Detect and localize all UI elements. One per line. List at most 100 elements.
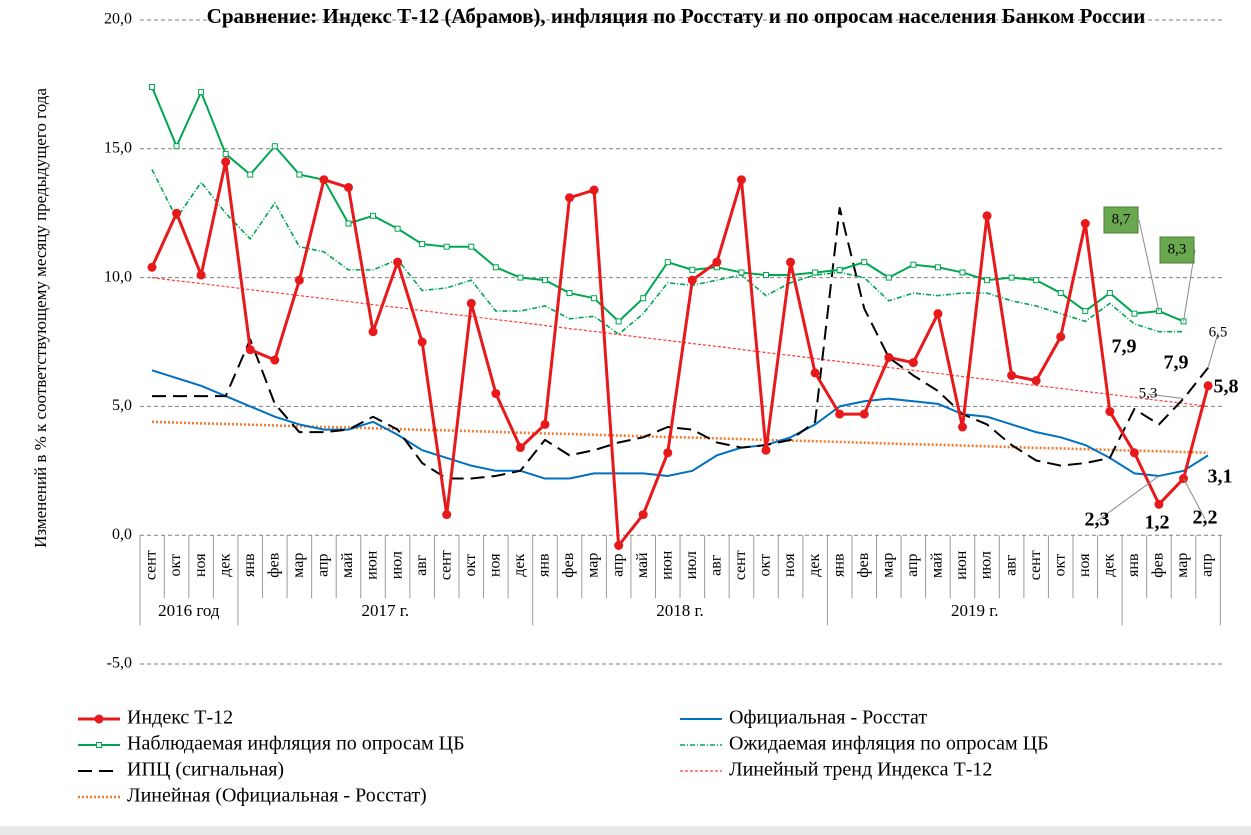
point xyxy=(319,175,329,185)
data-label: 8,3 xyxy=(1168,241,1187,257)
x-tick-label: май xyxy=(634,552,651,578)
x-tick-label: окт xyxy=(757,554,774,577)
legend-label: ИПЦ (сигнальная) xyxy=(127,759,284,781)
point xyxy=(517,274,524,281)
x-tick-label: июн xyxy=(364,550,381,580)
x-tick-label: июн xyxy=(658,550,675,580)
y-axis-title: Изменений в % к соответствующему месяцу … xyxy=(31,88,50,548)
x-tick-label: янв xyxy=(241,553,258,577)
point xyxy=(663,448,673,458)
data-label: 2,3 xyxy=(1085,509,1110,531)
point xyxy=(565,193,575,203)
data-label: 2,2 xyxy=(1193,507,1218,529)
x-tick-label: мар xyxy=(1174,553,1191,578)
point xyxy=(885,274,892,281)
point xyxy=(394,225,401,232)
point xyxy=(736,175,746,185)
x-tick-label: ноя xyxy=(781,553,798,577)
point xyxy=(1131,310,1138,317)
point xyxy=(370,212,377,219)
group-label: 2018 г. xyxy=(656,601,704,620)
point xyxy=(149,83,155,90)
x-tick-label: ноя xyxy=(487,553,504,577)
y-tick-label: 5,0 xyxy=(112,397,132,414)
x-tick-label: апр xyxy=(1199,553,1216,576)
x-tick-label: сент xyxy=(1027,550,1044,580)
point xyxy=(271,143,278,150)
legend-marker xyxy=(96,742,102,748)
legend-label: Линейный тренд Индекса Т-12 xyxy=(729,759,992,781)
data-label: 1,2 xyxy=(1145,512,1170,534)
legend-label: Наблюдаемая инфляция по опросам ЦБ xyxy=(127,733,465,755)
point xyxy=(908,358,918,368)
x-tick-label: янв xyxy=(536,553,553,577)
point xyxy=(761,445,771,455)
legend-label: Линейная (Официальная - Росстат) xyxy=(127,785,427,807)
point xyxy=(763,272,769,279)
point xyxy=(835,409,845,419)
point xyxy=(147,262,157,272)
point xyxy=(566,290,573,297)
point xyxy=(1203,381,1213,391)
point xyxy=(1033,277,1040,284)
point xyxy=(245,345,255,355)
x-tick-label: окт xyxy=(462,554,479,577)
point xyxy=(270,355,280,365)
point xyxy=(417,337,427,347)
point xyxy=(492,264,499,271)
point xyxy=(589,185,599,195)
point xyxy=(173,143,180,150)
point xyxy=(861,259,868,266)
point xyxy=(712,257,722,267)
point xyxy=(443,243,450,250)
point xyxy=(738,269,745,276)
point xyxy=(1056,332,1066,342)
series-line xyxy=(151,86,1184,323)
bottom-strip xyxy=(0,826,1251,835)
point xyxy=(591,295,598,302)
point xyxy=(615,318,622,325)
point xyxy=(296,171,303,178)
legend-label: Индекс Т-12 xyxy=(127,707,233,729)
data-label: 5,3 xyxy=(1139,385,1158,401)
leader-line xyxy=(1147,393,1184,400)
point xyxy=(614,541,624,551)
x-tick-label: фев xyxy=(265,552,282,577)
x-tick-label: авг xyxy=(1002,554,1019,576)
point xyxy=(934,264,941,271)
leader-line xyxy=(1183,478,1206,520)
label-box xyxy=(1159,236,1195,264)
point xyxy=(1082,308,1089,315)
point xyxy=(664,259,671,266)
point xyxy=(221,157,231,167)
group-label: 2019 г. xyxy=(951,601,999,620)
x-tick-label: фев xyxy=(855,552,872,577)
y-tick-label: -5,0 xyxy=(107,655,132,672)
x-tick-label: фев xyxy=(1150,552,1167,577)
point xyxy=(1105,407,1115,417)
x-tick-label: дек xyxy=(806,553,823,576)
series-line xyxy=(151,420,1209,455)
point xyxy=(1080,219,1090,229)
x-tick-label: апр xyxy=(904,553,921,576)
point xyxy=(687,275,697,285)
x-tick-label: май xyxy=(339,552,356,578)
leader-line xyxy=(1138,219,1160,312)
x-tick-label: сент xyxy=(732,550,749,580)
x-tick-label: апр xyxy=(609,553,626,576)
point xyxy=(294,275,304,285)
x-tick-label: ноя xyxy=(1076,553,1093,577)
x-tick-label: фев xyxy=(560,552,577,577)
point xyxy=(1007,370,1017,380)
point xyxy=(640,295,647,302)
point xyxy=(198,89,205,96)
point xyxy=(222,150,229,157)
legend-marker xyxy=(94,714,104,724)
point xyxy=(957,422,967,432)
x-tick-label: янв xyxy=(1125,553,1142,577)
data-label: 7,9 xyxy=(1164,352,1189,374)
x-tick-label: дек xyxy=(1101,553,1118,576)
x-tick-label: мар xyxy=(879,553,896,578)
